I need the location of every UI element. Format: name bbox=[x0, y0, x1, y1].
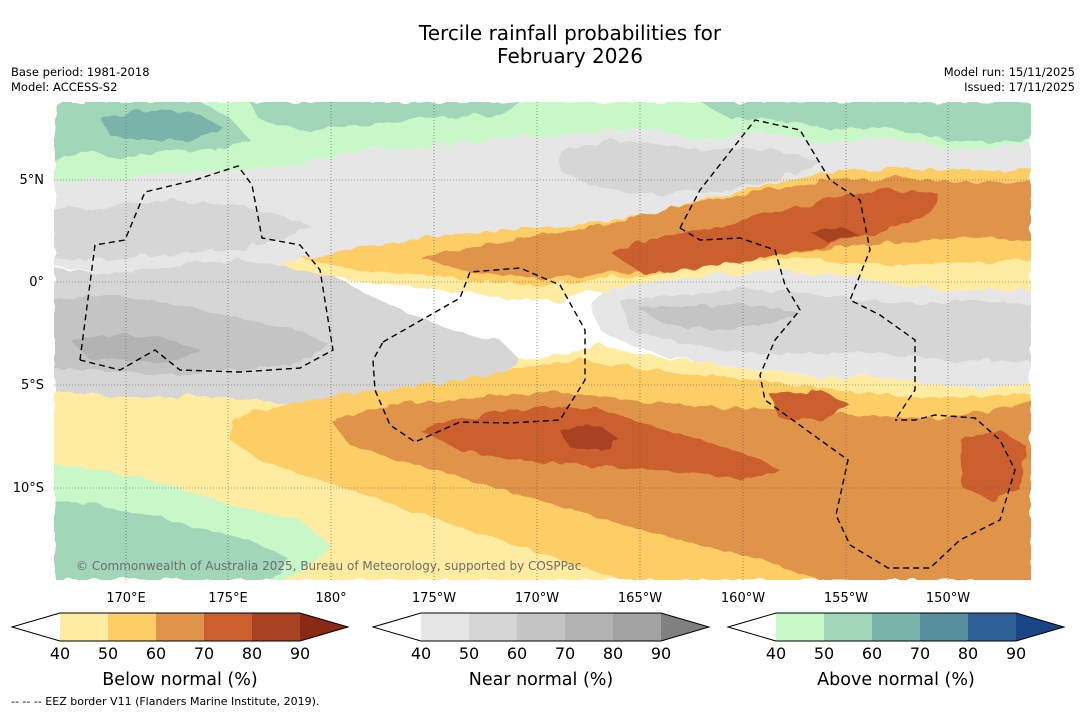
lat-label-0: 0° bbox=[29, 275, 44, 290]
metadata-left: Base period: 1981-2018 Model: ACCESS-S2 bbox=[11, 65, 150, 95]
colorbar-below-bin-50-60 bbox=[108, 613, 156, 641]
colorbar-above-bin-80-90 bbox=[968, 613, 1016, 641]
below-normal-region-north-80 bbox=[810, 226, 860, 244]
colorbar-above-tick-70: 70 bbox=[910, 644, 930, 663]
colorbar-above-tick-80: 80 bbox=[958, 644, 978, 663]
near-normal-region-west-70 bbox=[70, 335, 200, 362]
lon-label-170e: 170°E bbox=[106, 591, 146, 606]
colorbar-below-title: Below normal (%) bbox=[102, 670, 257, 690]
colorbar-above-bin-40-50 bbox=[776, 613, 824, 641]
lat-label-5n: 5°N bbox=[20, 173, 45, 188]
metadata-right: Model run: 15/11/2025 Issued: 17/11/2025 bbox=[944, 65, 1075, 95]
colorbar-above-tick-90: 90 bbox=[1006, 644, 1026, 663]
longitude-labels: 170°E 175°E 180° 175°W 170°W 165°W 160°W… bbox=[106, 591, 970, 606]
near-normal-region-north-50 bbox=[54, 200, 310, 260]
lon-label-150w: 150°W bbox=[926, 591, 970, 606]
colorbar-above-tick-60: 60 bbox=[862, 644, 882, 663]
eez-borders bbox=[79, 119, 1016, 569]
colorbar-near-tick-90: 90 bbox=[651, 644, 671, 663]
colorbar-below-tick-70: 70 bbox=[194, 644, 214, 663]
colorbar-below-tick-40: 40 bbox=[50, 644, 70, 663]
colorbar-near-bin-40-50 bbox=[421, 613, 469, 641]
above-normal-region-north-50b bbox=[250, 102, 520, 130]
lon-label-160w: 160°W bbox=[721, 591, 765, 606]
lat-label-5s: 5°S bbox=[21, 378, 44, 393]
colorbar-near-extend-high bbox=[661, 613, 709, 641]
colorbar-near-tick-70: 70 bbox=[555, 644, 575, 663]
model-run-date: Model run: 15/11/2025 bbox=[943, 65, 1075, 79]
near-normal-region-east-70 bbox=[640, 305, 800, 330]
above-normal-region-south-50 bbox=[54, 500, 290, 580]
colorbar-below-bin-40-50 bbox=[60, 613, 108, 641]
graticule bbox=[54, 102, 1031, 580]
latitude-labels: 5°N 0° 5°S 10°S bbox=[13, 173, 44, 496]
colorbar-above-normal: 40 50 60 70 80 90 Above normal (%) bbox=[726, 612, 1066, 690]
colorbar-near-bin-70-80 bbox=[565, 613, 613, 641]
colorbar-above-bin-60-70 bbox=[872, 613, 920, 641]
colorbar-near-tick-80: 80 bbox=[603, 644, 623, 663]
below-normal-region-south-80 bbox=[560, 425, 620, 450]
colorbar-below-bin-80-90 bbox=[252, 613, 300, 641]
colorbar-above-tick-50: 50 bbox=[814, 644, 834, 663]
copyright-notice: © Commonwealth of Australia 2025, Bureau… bbox=[76, 559, 581, 573]
colorbar-near-tick-60: 60 bbox=[507, 644, 527, 663]
eez-border-west bbox=[79, 165, 334, 373]
map-area: © Commonwealth of Australia 2025, Bureau… bbox=[54, 102, 1031, 580]
colorbar-below-bin-70-80 bbox=[204, 613, 252, 641]
near-normal-region-north-50b bbox=[560, 140, 820, 195]
eez-border-central bbox=[372, 267, 586, 443]
model-name: Model: ACCESS-S2 bbox=[11, 80, 118, 94]
colorbar-below-tick-80: 80 bbox=[242, 644, 262, 663]
colorbar-below-tick-50: 50 bbox=[98, 644, 118, 663]
colorbar-near-extend-low bbox=[373, 613, 421, 641]
below-normal-region-southeast-70 bbox=[960, 430, 1025, 500]
base-period: Base period: 1981-2018 bbox=[11, 65, 150, 79]
colorbar-below-extend-high bbox=[300, 613, 348, 641]
lon-label-155w: 155°W bbox=[824, 591, 868, 606]
lon-label-175w: 175°W bbox=[412, 591, 456, 606]
title-line-1: Tercile rainfall probabilities for bbox=[418, 21, 722, 45]
colorbar-below-tick-60: 60 bbox=[146, 644, 166, 663]
lon-label-180: 180° bbox=[315, 591, 346, 606]
colorbar-near-title: Near normal (%) bbox=[469, 670, 614, 690]
colorbar-below-normal: 40 50 60 70 80 90 Below normal (%) bbox=[10, 612, 350, 690]
issued-date: Issued: 17/11/2025 bbox=[964, 80, 1075, 94]
eez-legend-note: -- -- -- EEZ border V11 (Flanders Marine… bbox=[11, 695, 320, 708]
lon-label-165w: 165°W bbox=[618, 591, 662, 606]
colorbar-below-bin-60-70 bbox=[156, 613, 204, 641]
eez-border-east bbox=[679, 227, 1016, 569]
eez-border-northeast bbox=[679, 119, 916, 421]
title-line-2: February 2026 bbox=[497, 44, 643, 68]
colorbar-near-tick-40: 40 bbox=[411, 644, 431, 663]
colorbar-below-tick-90: 90 bbox=[290, 644, 310, 663]
colorbar-above-extend-low bbox=[728, 613, 776, 641]
colorbar-above-bin-70-80 bbox=[920, 613, 968, 641]
below-normal-region-north-70 bbox=[610, 190, 940, 272]
lon-label-175e: 175°E bbox=[208, 591, 248, 606]
colorbar-above-tick-40: 40 bbox=[766, 644, 786, 663]
colorbar-above-title: Above normal (%) bbox=[817, 670, 975, 690]
colorbar-near-tick-50: 50 bbox=[459, 644, 479, 663]
colorbar-near-normal: 40 50 60 70 80 90 Near normal (%) bbox=[371, 612, 711, 690]
lon-label-170w: 170°W bbox=[515, 591, 559, 606]
above-normal-region-north-60 bbox=[100, 110, 225, 140]
map-title: Tercile rainfall probabilities for Febru… bbox=[0, 22, 1085, 68]
colorbar-above-bin-50-60 bbox=[824, 613, 872, 641]
colorbar-above-extend-high bbox=[1016, 613, 1064, 641]
colorbar-near-bin-60-70 bbox=[517, 613, 565, 641]
below-normal-region-south-70b bbox=[770, 390, 850, 420]
colorbar-below-extend-low bbox=[12, 613, 60, 641]
lat-label-10s: 10°S bbox=[13, 481, 44, 496]
colorbar-near-bin-50-60 bbox=[469, 613, 517, 641]
colorbar-near-bin-80-90 bbox=[613, 613, 661, 641]
